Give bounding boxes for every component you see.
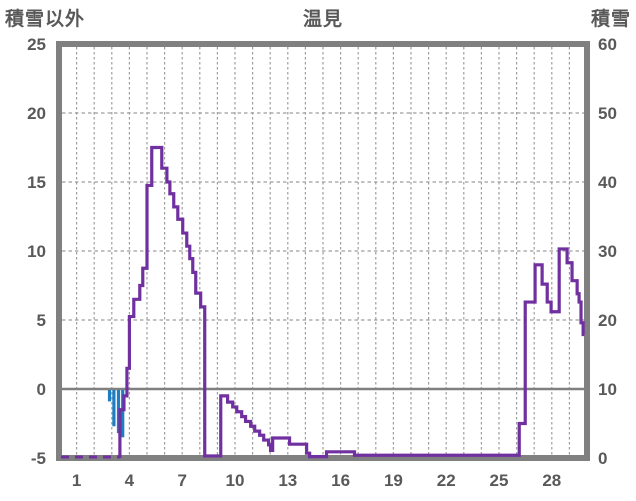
chart-title: 温見 [302,9,343,30]
left-axis-tick-label: 10 [27,242,46,261]
right-axis-tick-label: 10 [598,380,617,399]
left-axis-title: 積雪以外 [5,9,86,30]
right-axis-tick-label: 0 [598,449,607,468]
right-axis-tick-label: 40 [598,173,617,192]
x-axis-tick-label: 19 [384,471,403,490]
x-axis-tick-label: 13 [278,471,297,490]
right-axis-tick-label: 30 [598,242,617,261]
right-axis-tick-label: 20 [598,311,617,330]
precipitation-bar [112,390,116,427]
right-axis-title: 積雪 [590,9,631,30]
left-axis-tick-label: -5 [31,449,46,468]
left-axis-tick-label: 20 [27,104,46,123]
x-axis-tick-label: 16 [331,471,350,490]
left-axis-tick-label: 5 [37,311,46,330]
x-axis-tick-label: 28 [542,471,561,490]
x-axis-tick-label: 7 [177,471,186,490]
left-axis-tick-label: 25 [27,35,46,54]
precipitation-bar [121,390,125,438]
x-axis-tick-label: 22 [437,471,456,490]
right-axis-tick-label: 60 [598,35,617,54]
right-axis-tick-label: 50 [598,104,617,123]
x-axis-tick-label: 4 [125,471,135,490]
precipitation-bar [107,390,112,402]
x-axis-tick-label: 10 [226,471,245,490]
x-axis-tick-label: 1 [72,471,81,490]
snow-depth-line [118,145,585,459]
left-axis-tick-label: 15 [27,173,46,192]
left-axis-tick-label: 0 [37,380,46,399]
x-axis-tick-label: 25 [490,471,509,490]
